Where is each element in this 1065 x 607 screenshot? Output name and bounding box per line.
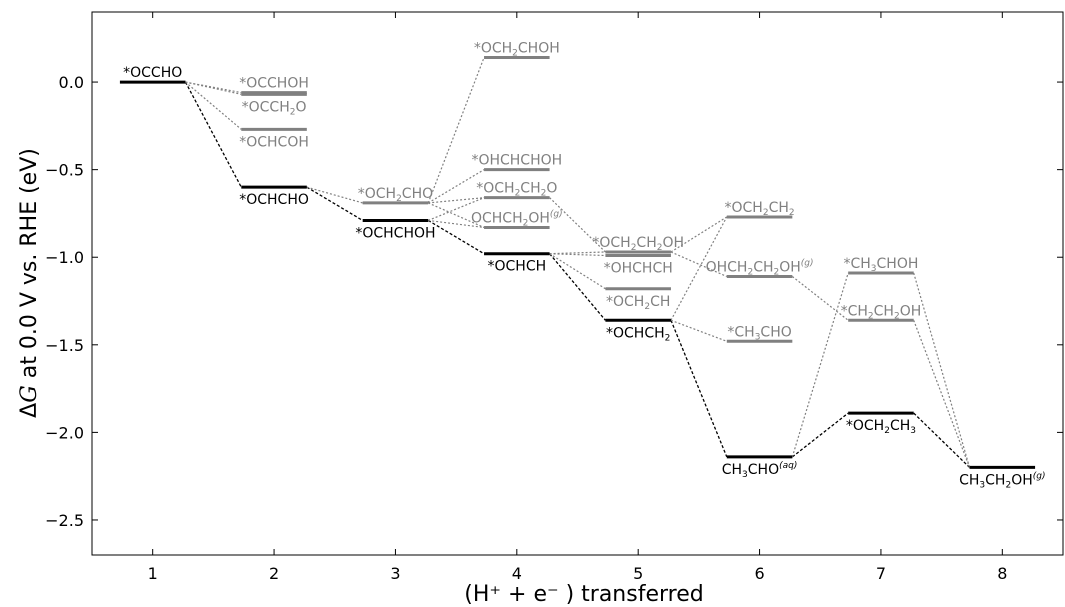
state-label-s5a: *OCH2CH2OH <box>592 235 684 253</box>
x-tick-label: 5 <box>633 564 643 583</box>
x-tick-label: 4 <box>512 564 522 583</box>
connection-line <box>427 219 485 255</box>
state-label-s6: CH3CHO(aq) <box>722 461 798 480</box>
x-tick-label: 7 <box>876 564 886 583</box>
connection-line <box>549 253 606 257</box>
state-label-s5c: *OCH2CH <box>606 294 670 312</box>
state-label-s2a: *OCCHOH <box>239 76 309 92</box>
connection-lines <box>184 57 971 468</box>
y-tick-label: −2.5 <box>45 511 84 530</box>
x-tick-label: 8 <box>997 564 1007 583</box>
connection-line <box>791 272 849 458</box>
connection-line <box>306 186 363 222</box>
state-label-s7: *OCH2CH3 <box>846 418 916 436</box>
state-levels <box>119 56 1036 469</box>
y-axis-title-rest: at 0.0 V vs. RHE (eV) <box>17 148 42 385</box>
state-label-s7a: *CH3CHOH <box>843 256 918 274</box>
state-label-s4: *OCHCH <box>488 259 547 275</box>
y-tick-label: −1.5 <box>45 336 84 355</box>
y-tick-label: 0.0 <box>59 73 84 92</box>
connection-line <box>670 216 728 253</box>
connection-line <box>549 253 606 290</box>
connection-line <box>185 81 242 95</box>
connection-line <box>306 186 363 204</box>
y-tick-label: −1.0 <box>45 248 84 267</box>
connection-line <box>791 412 849 458</box>
x-tick-label: 3 <box>390 564 400 583</box>
connection-line <box>913 320 971 468</box>
connection-line <box>185 81 242 130</box>
state-label-s1: *OCCHO <box>123 65 182 81</box>
state-label-s4d: OCHCH2OH(g) <box>471 209 563 228</box>
x-tick-label: 6 <box>754 564 764 583</box>
state-label-s4c: *OCH2CH2O <box>476 181 557 199</box>
connection-line <box>670 319 728 342</box>
state-label-s4a: *OCH2CHOH <box>474 41 560 59</box>
y-tick-label: −0.5 <box>45 161 84 180</box>
y-tick-label: −2.0 <box>45 423 84 442</box>
state-label-s4b: *OHCHCHOH <box>471 153 562 169</box>
axis-ticks: 1 2 3 4 5 6 7 8 0.0 −0.5 −1.0 −1.5 −2.0 −2.5 <box>45 12 1063 583</box>
connection-line <box>428 197 485 204</box>
connection-line <box>670 320 728 458</box>
y-axis-title-delta: Δ <box>17 403 42 418</box>
y-axis-title: ΔG at 0.0 V vs. RHE (eV) <box>17 148 42 418</box>
plot-frame <box>91 11 1064 556</box>
connection-line <box>184 81 242 188</box>
connection-line <box>427 169 485 204</box>
state-label-s6b: OHCH2CH2OH(g) <box>706 258 814 277</box>
connection-line <box>549 197 606 253</box>
state-label-s3a: *OCH2CHO <box>358 186 433 204</box>
connection-line <box>549 253 606 321</box>
state-label-s5: *OCHCH2 <box>606 325 670 343</box>
connection-line <box>427 57 485 204</box>
connection-line <box>913 412 970 468</box>
state-labels: *OCCHO *OCCHOH *OCCH2O *OCHCOH *OCHCHO *OCH2C… <box>123 41 1045 491</box>
state-label-s2c: *OCHCOH <box>239 134 309 150</box>
state-label-s6c: *CH3CHO <box>727 324 791 342</box>
state-label-s6a: *OCH2CH2 <box>725 200 795 218</box>
state-label-s3: *OCHCHOH <box>355 225 435 241</box>
connection-line <box>913 272 971 468</box>
x-axis-title: (H⁺ + e⁻ ) transferred <box>464 582 703 607</box>
x-tick-label: 1 <box>148 564 158 583</box>
connection-line <box>670 216 728 321</box>
connection-line <box>428 219 485 229</box>
x-tick-label: 2 <box>269 564 279 583</box>
y-axis-title-var: G <box>17 385 42 403</box>
state-label-s2: *OCHCHO <box>239 192 309 208</box>
state-label-s7b: *CH2CH2OH <box>841 303 922 321</box>
state-label-s2b: *OCCH2O <box>242 99 307 117</box>
state-label-s8: CH3CH2OH(g) <box>959 471 1045 490</box>
state-label-s5b: *OHCHCH <box>604 260 673 276</box>
